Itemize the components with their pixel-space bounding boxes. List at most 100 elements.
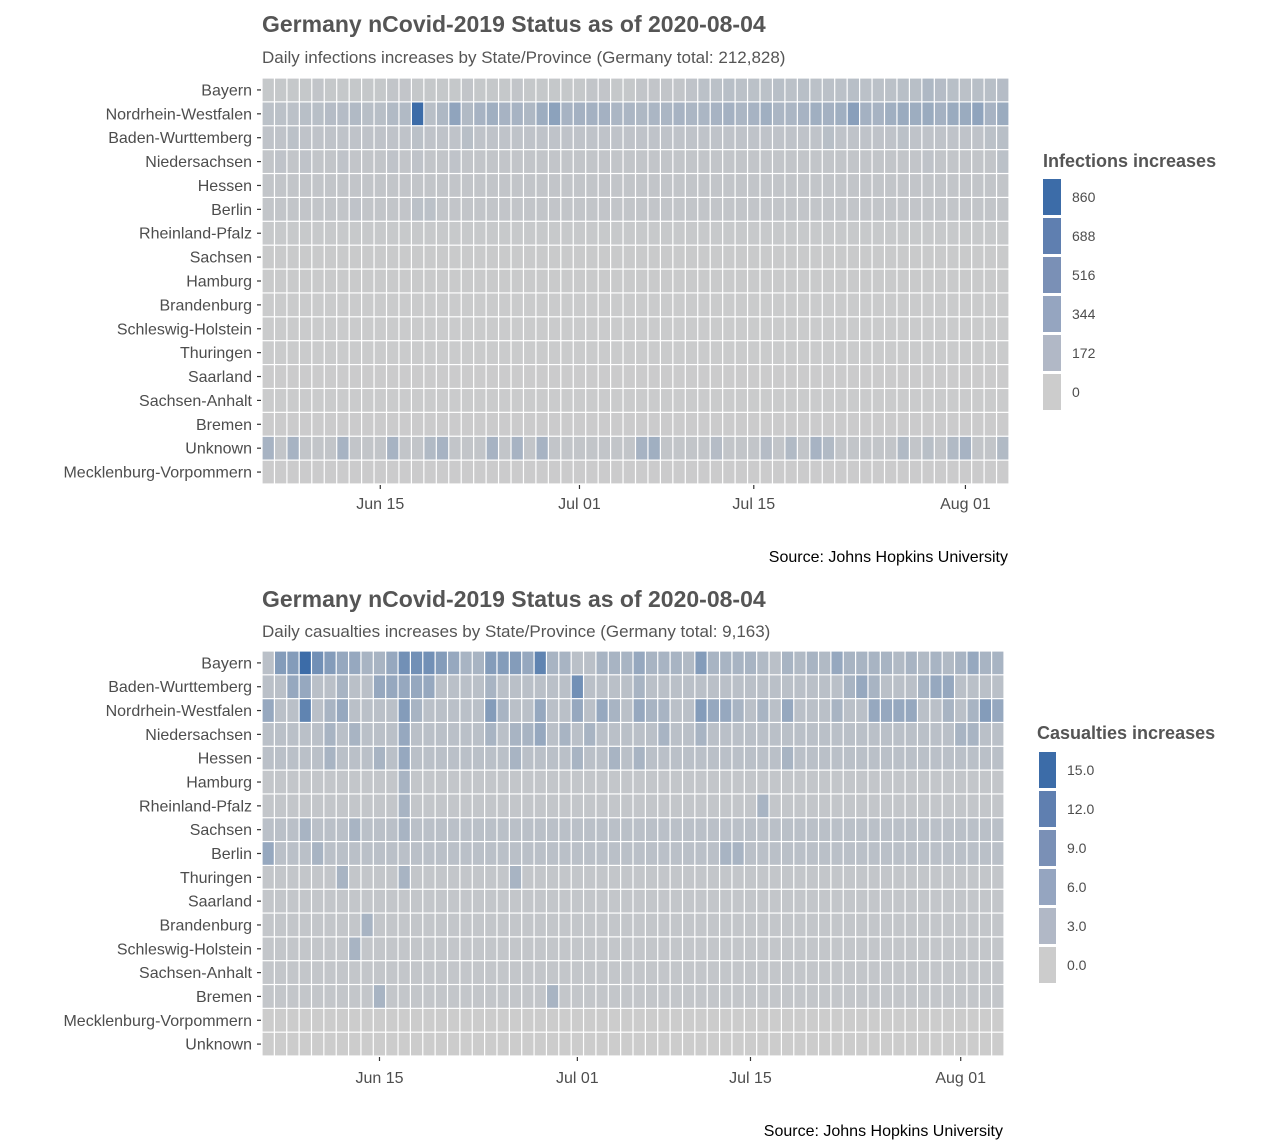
heatmap-cell — [262, 245, 274, 269]
heatmap-cell — [967, 842, 979, 865]
heatmap-cell — [596, 746, 608, 770]
heatmap-cell — [548, 126, 561, 150]
heatmap-cell — [984, 460, 996, 484]
heatmap-cell — [287, 412, 299, 436]
heatmap-cell — [897, 460, 909, 484]
y-tick-label: Bayern — [201, 655, 252, 672]
heatmap-cell — [299, 723, 311, 746]
heatmap-cell — [760, 317, 772, 341]
heatmap-cell — [658, 889, 670, 913]
legend-swatch — [1039, 830, 1056, 866]
heatmap-cell — [757, 794, 769, 818]
heatmap-cell — [362, 317, 374, 341]
y-tick-label: Hessen — [198, 178, 252, 195]
heatmap-cell — [822, 341, 835, 364]
heatmap-cell — [312, 293, 324, 317]
heatmap-cell — [411, 1032, 423, 1056]
heatmap-cell — [571, 866, 583, 889]
heatmap-cell — [942, 961, 954, 984]
heatmap-cell — [710, 389, 723, 412]
heatmap-cell — [773, 221, 785, 245]
heatmap-cell — [645, 746, 658, 770]
heatmap-cell — [536, 436, 548, 460]
heatmap-cell — [720, 794, 732, 818]
heatmap-cell — [785, 365, 797, 388]
heatmap-cell — [621, 1008, 633, 1032]
heatmap-cell — [910, 221, 922, 245]
heatmap-cell — [460, 889, 472, 913]
heatmap-cell — [843, 842, 855, 865]
heatmap-cell — [497, 794, 509, 818]
heatmap-cell — [274, 1032, 287, 1056]
heatmap-cell — [399, 102, 411, 126]
heatmap-cell — [412, 198, 424, 221]
heatmap-cell — [449, 293, 461, 317]
heatmap-cell — [710, 126, 723, 150]
heatmap-cell — [797, 365, 810, 388]
heatmap-cell — [967, 985, 979, 1008]
heatmap-cell — [648, 341, 660, 364]
heatmap-cell — [897, 341, 909, 364]
heatmap-cell — [398, 746, 410, 770]
heatmap-cell — [275, 460, 287, 484]
heatmap-cell — [586, 198, 598, 221]
x-tick-label: Aug 01 — [940, 496, 991, 513]
heatmap-cell — [423, 842, 435, 865]
heatmap-cell — [374, 412, 386, 436]
heatmap-cell — [794, 794, 806, 818]
heatmap-cell — [673, 436, 685, 460]
heatmap-cell — [299, 675, 311, 699]
heatmap-cell — [312, 365, 324, 388]
heatmap-cell — [979, 1032, 992, 1056]
heatmap-cell — [547, 1032, 559, 1056]
heatmap-cell — [773, 269, 785, 293]
heatmap-cell — [559, 675, 571, 699]
heatmap-cell — [794, 675, 806, 699]
heatmap-cell — [486, 460, 498, 484]
heatmap-cell — [893, 866, 905, 889]
heatmap-cell — [497, 1008, 509, 1032]
heatmap-cell — [312, 102, 324, 126]
heatmap-cell — [856, 651, 868, 675]
heatmap-cell — [524, 436, 536, 460]
heatmap-cell — [720, 818, 732, 841]
heatmap-cell — [769, 794, 781, 818]
heatmap-cell — [997, 293, 1009, 317]
heatmap-cell — [636, 102, 648, 126]
heatmap-cell — [573, 126, 586, 150]
heatmap-cell — [872, 245, 884, 269]
y-tick-label: Baden-Wurttemberg — [108, 130, 252, 147]
heatmap-cell — [324, 436, 337, 460]
heatmap-cell — [522, 651, 534, 675]
heatmap-cell — [324, 269, 337, 293]
heatmap-cell — [499, 245, 511, 269]
heatmap-cell — [399, 150, 411, 173]
heatmap-cell — [559, 866, 571, 889]
heatmap-cell — [910, 269, 922, 293]
heatmap-cell — [972, 221, 984, 245]
heatmap-cell — [287, 1032, 299, 1056]
heatmap-cell — [967, 937, 979, 961]
heatmap-cell — [399, 78, 411, 102]
heatmap-cell — [411, 937, 423, 961]
heatmap-cell — [744, 985, 757, 1008]
y-tick-label: Thuringen — [180, 345, 252, 362]
heatmap-cell — [806, 770, 818, 794]
heatmap-cell — [822, 174, 835, 197]
heatmap-cell — [648, 412, 660, 436]
heatmap-cell — [893, 770, 905, 794]
heatmap-cell — [460, 985, 472, 1008]
heatmap-cell — [760, 126, 772, 150]
heatmap-cell — [608, 794, 621, 818]
heatmap-cell — [474, 436, 486, 460]
heatmap-cell — [997, 389, 1009, 412]
heatmap-cell — [658, 1008, 670, 1032]
heatmap-cell — [918, 746, 930, 770]
heatmap-cell — [435, 985, 447, 1008]
heatmap-cell — [398, 651, 410, 675]
heatmap-cell — [485, 937, 497, 961]
heatmap-cell — [275, 436, 287, 460]
heatmap-cell — [497, 818, 509, 841]
heatmap-cell — [621, 651, 633, 675]
heatmap-cell — [910, 341, 922, 364]
